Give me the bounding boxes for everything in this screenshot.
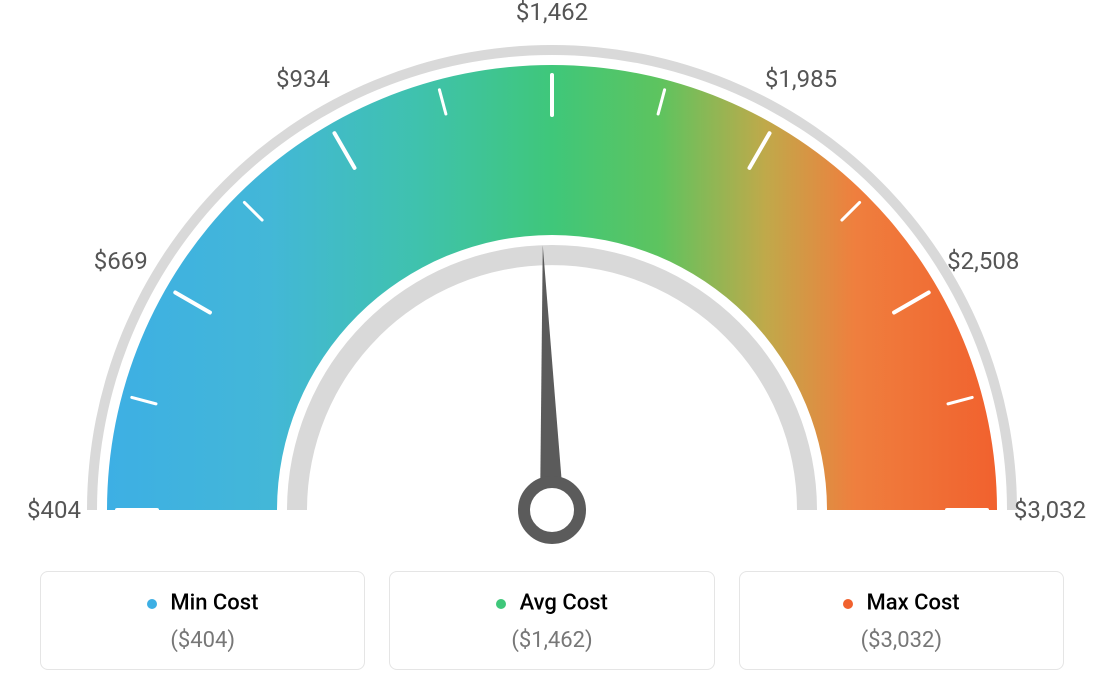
legend-value-avg: ($1,462) (400, 628, 703, 653)
legend-card-min: Min Cost ($404) (40, 571, 365, 670)
legend-value-min: ($404) (51, 628, 354, 653)
legend-card-max: Max Cost ($3,032) (739, 571, 1064, 670)
legend-label-max: Max Cost (866, 591, 959, 616)
gauge-tick-label: $404 (27, 496, 81, 524)
legend-title-avg: Avg Cost (400, 590, 703, 616)
legend-dot-max (843, 599, 853, 609)
legend-title-min: Min Cost (51, 590, 354, 616)
legend-label-avg: Avg Cost (520, 591, 608, 616)
legend-label-min: Min Cost (170, 591, 258, 616)
legend-card-avg: Avg Cost ($1,462) (389, 571, 714, 670)
legend-dot-avg (496, 599, 506, 609)
gauge-tick-label: $1,462 (516, 0, 588, 26)
gauge-svg (0, 0, 1104, 560)
gauge-tick-label: $1,985 (765, 65, 837, 93)
gauge-tick-label: $669 (94, 247, 148, 275)
cost-gauge-widget: $404 $669 $934 $1,462 $1,985 $2,508 $3,032 Min… (0, 0, 1104, 690)
gauge-tick-label: $2,508 (947, 247, 1019, 275)
gauge-area: $404 $669 $934 $1,462 $1,985 $2,508 $3,032 (0, 0, 1104, 560)
legend-dot-min (147, 599, 157, 609)
legend-value-max: ($3,032) (750, 628, 1053, 653)
legend-title-max: Max Cost (750, 590, 1053, 616)
gauge-tick-label: $3,032 (1014, 496, 1086, 524)
gauge-tick-label: $934 (276, 65, 330, 93)
legend-row: Min Cost ($404) Avg Cost ($1,462) Max Co… (40, 571, 1064, 670)
